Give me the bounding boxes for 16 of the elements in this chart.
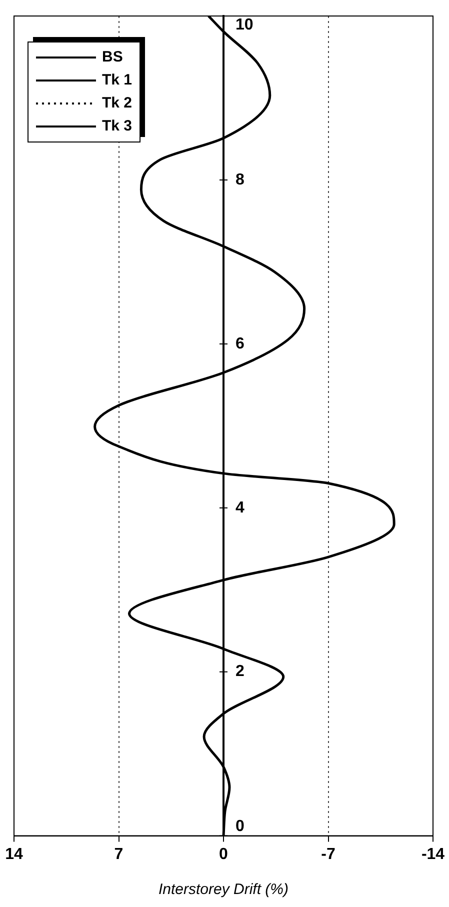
legend-label: BS bbox=[102, 48, 123, 66]
y-tick-label: 8 bbox=[236, 171, 244, 188]
legend-label: Tk 2 bbox=[102, 94, 132, 112]
legend-label: Tk 1 bbox=[102, 72, 132, 89]
x-tick-label: -14 bbox=[421, 846, 445, 863]
x-tick-label: 0 bbox=[219, 846, 228, 863]
y-tick-label: 0 bbox=[236, 818, 244, 836]
x-tick-label: -7 bbox=[321, 846, 336, 863]
y-tick-label: 4 bbox=[236, 499, 244, 516]
x-tick-label: 7 bbox=[114, 846, 124, 863]
x-tick-label: 14 bbox=[5, 846, 23, 863]
y-tick-label: 6 bbox=[236, 335, 244, 352]
y-tick-label: 10 bbox=[236, 16, 254, 34]
legend-label: Tk 3 bbox=[102, 118, 132, 135]
y-tick-label: 2 bbox=[236, 663, 244, 680]
x-axis-title: Interstorey Drift (%) bbox=[158, 881, 289, 898]
